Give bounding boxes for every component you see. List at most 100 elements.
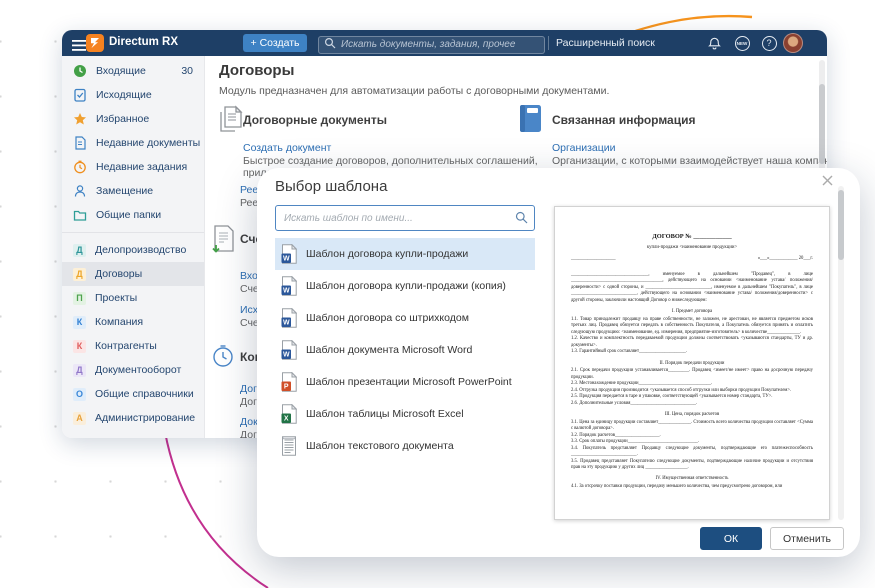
create-button[interactable]: + Создать — [243, 34, 307, 52]
preview-paragraph: 3.1. Цена за единицу продукции составляе… — [571, 419, 813, 432]
word-file-icon: W — [281, 276, 297, 296]
template-list-item[interactable]: X Шаблон таблицы Microsoft Excel — [275, 398, 535, 430]
sidebar-item-projects[interactable]: П Проекты — [62, 286, 204, 310]
sidebar-item-label: Контрагенты — [95, 340, 157, 352]
section-title-contract-documents: Договорные документы — [243, 113, 387, 127]
sidebar-item-label: Общие справочники — [95, 388, 194, 400]
sidebar-item-administration[interactable]: А Администрирование — [62, 406, 204, 430]
template-label: Шаблон договора купли-продажи — [306, 248, 469, 260]
search-icon — [515, 211, 528, 224]
section-title-control-clipped: Кон — [240, 350, 262, 364]
module-letter-badge: Д — [73, 243, 86, 257]
sidebar-item-favorites[interactable]: Избранное — [62, 107, 204, 131]
clock-green-icon — [73, 64, 87, 78]
preview-document-page: ДОГОВОР № ____________ купли-продажи <на… — [554, 206, 830, 520]
sidebar-item-label: Документооборот — [95, 364, 182, 376]
sidebar-item-label: Администрирование — [95, 412, 196, 424]
sidebar-item-outbox[interactable]: Исходящие — [62, 83, 204, 107]
template-list-item[interactable]: Шаблон текстового документа — [275, 430, 535, 462]
template-label: Шаблон текстового документа — [306, 440, 454, 452]
preview-paragraph: 1.3. Гарантийный срок составляет________… — [571, 349, 688, 355]
sidebar-item-counterparties[interactable]: К Контрагенты — [62, 334, 204, 358]
hamburger-menu-icon[interactable] — [72, 38, 86, 56]
module-letter-badge: К — [73, 315, 86, 329]
preview-paragraph: _________________________________, имену… — [571, 271, 813, 303]
page-subtitle: Модуль предназначен для автоматизации ра… — [219, 85, 610, 97]
sidebar-item-label: Входящие — [96, 65, 146, 77]
directum-logo-icon — [86, 34, 104, 57]
template-list-item[interactable]: W Шаблон документа Microsoft Word — [275, 334, 535, 366]
sidebar-item-records-management[interactable]: Д Делопроизводство — [62, 238, 204, 262]
global-search — [318, 34, 545, 54]
sidebar-item-company[interactable]: К Компания — [62, 310, 204, 334]
preview-scrollbar[interactable] — [838, 186, 844, 520]
dialog-title: Выбор шаблона — [275, 178, 388, 195]
contract-documents-icon — [217, 105, 244, 139]
page-title: Договоры — [219, 62, 295, 79]
inbox-count-badge: 30 — [181, 65, 193, 77]
outgoing-invoices-desc-clipped: Сче — [240, 317, 259, 329]
word-file-icon: W — [281, 308, 297, 328]
sidebar-item-label: Избранное — [96, 113, 150, 125]
sidebar-item-shared-folders[interactable]: Общие папки — [62, 203, 204, 227]
template-label: Шаблон документа Microsoft Word — [306, 344, 473, 356]
svg-text:P: P — [284, 384, 289, 391]
incoming-invoices-desc-clipped: Сче — [240, 283, 259, 295]
sidebar-item-label: Делопроизводство — [95, 244, 187, 256]
close-icon[interactable] — [817, 170, 837, 190]
ok-button[interactable]: ОК — [700, 527, 762, 550]
sidebar-item-label: Недавние документы — [96, 137, 201, 149]
create-document-link[interactable]: Создать документ — [243, 142, 332, 154]
notifications-icon[interactable] — [705, 34, 723, 52]
star-icon — [73, 112, 87, 126]
template-list-item[interactable]: W Шаблон договора купли-продажи — [275, 238, 535, 270]
preview-paragraph: 2.5. Продукция передается в таре и упако… — [571, 394, 773, 400]
preview-paragraph: 2.4. Отгрузка продукции производится <ук… — [571, 387, 792, 393]
sidebar-item-label: Проекты — [95, 292, 138, 304]
help-icon[interactable]: ? — [760, 34, 778, 52]
section-title-invoices-clipped: Сче — [240, 232, 263, 246]
svg-text:W: W — [283, 256, 290, 263]
section-title-related-info: Связанная информация — [552, 113, 696, 127]
template-search-input[interactable] — [275, 205, 535, 231]
template-picker-dialog: Выбор шаблона W Шаблон договора купли-пр… — [257, 168, 860, 557]
topbar: Directum RX + Создать Расширенный поиск … — [62, 30, 827, 56]
sidebar-item-substitution[interactable]: Замещение — [62, 179, 204, 203]
text-file-icon — [282, 436, 296, 456]
excel-file-icon: X — [281, 404, 297, 424]
template-list-item[interactable]: W Шаблон договора со штрихкодом — [275, 302, 535, 334]
powerpoint-file-icon: P — [281, 372, 297, 392]
preview-paragraph: 3.3. Срок оплаты продукции______________… — [571, 439, 700, 445]
search-input[interactable] — [318, 35, 545, 54]
clipboard-check-icon — [73, 88, 87, 102]
clock-orange-icon — [73, 160, 87, 174]
module-letter-badge: П — [73, 291, 86, 305]
contracts-link-clipped[interactable]: Дого — [240, 383, 263, 395]
advanced-search-link[interactable]: Расширенный поиск — [556, 37, 655, 49]
module-letter-badge: Д — [73, 267, 86, 281]
user-avatar[interactable] — [783, 33, 803, 53]
window-scrollbar-thumb[interactable] — [819, 84, 825, 164]
preview-paragraph: 3.4. Покупатель представляет Продавцу сл… — [571, 445, 813, 458]
sidebar-item-shared-directories[interactable]: О Общие справочники — [62, 382, 204, 406]
preview-scrollbar-thumb[interactable] — [838, 190, 844, 260]
sidebar-item-label: Договоры — [95, 268, 143, 280]
sidebar-item-recent-documents[interactable]: Недавние документы — [62, 131, 204, 155]
preview-paragraph: 3.2. Порядок расчетов___________________… — [571, 432, 661, 438]
organizations-link[interactable]: Организации — [552, 142, 616, 154]
template-label: Шаблон договора купли-продажи (копия) — [306, 280, 506, 292]
sidebar-item-contracts[interactable]: Д Договоры — [62, 262, 204, 286]
template-list-item[interactable]: P Шаблон презентации Microsoft PowerPoin… — [275, 366, 535, 398]
cancel-button[interactable]: Отменить — [770, 527, 844, 550]
preview-section-title: IV. Имущественная ответственность — [655, 476, 729, 482]
preview-sign-line: ___________________ — [571, 256, 616, 262]
document-icon — [73, 136, 87, 150]
whats-new-icon[interactable]: NEW — [733, 34, 751, 52]
sidebar-item-document-flow[interactable]: Д Документооборот — [62, 358, 204, 382]
preview-paragraph: 2.3. Местонахождение продукции__________… — [571, 381, 713, 387]
template-label: Шаблон презентации Microsoft PowerPoint — [306, 376, 512, 388]
sidebar-item-inbox[interactable]: Входящие 30 — [62, 59, 204, 83]
template-list-item[interactable]: W Шаблон договора купли-продажи (копия) — [275, 270, 535, 302]
sidebar-item-recent-tasks[interactable]: Недавние задания — [62, 155, 204, 179]
